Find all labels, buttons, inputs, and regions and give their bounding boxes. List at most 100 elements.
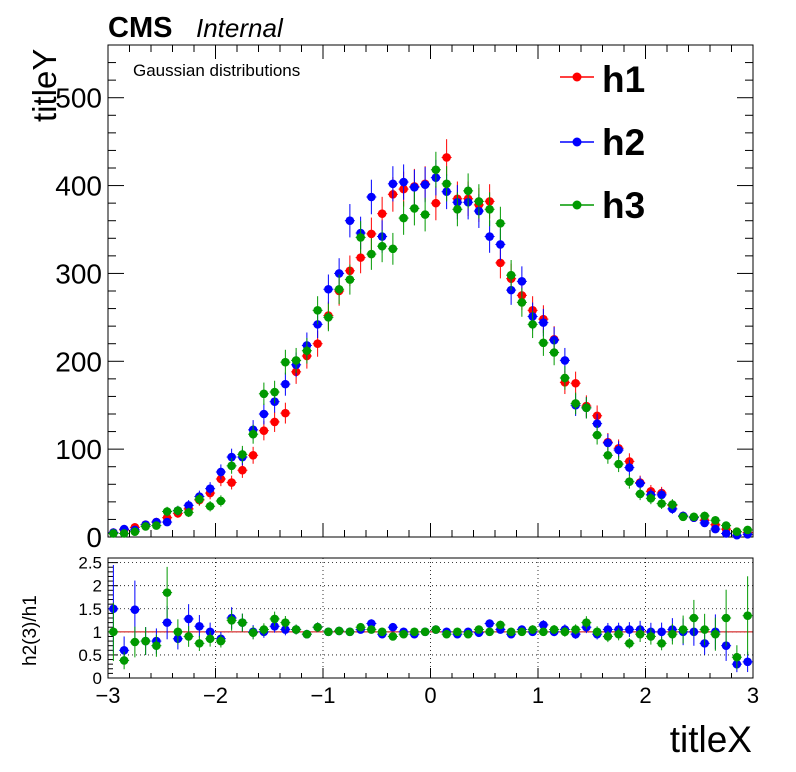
data-point-h3 <box>528 320 537 329</box>
ratio-point-h3 <box>248 628 258 638</box>
ratio-y-tick-label: 1 <box>93 623 102 642</box>
ratio-point-h3 <box>162 588 172 597</box>
ratio-point-h3 <box>732 652 742 662</box>
data-point-h3 <box>141 522 150 531</box>
ratio-point-h3 <box>109 627 118 637</box>
data-point-h3 <box>162 507 172 516</box>
data-point-h3 <box>313 306 322 315</box>
data-point-h3 <box>259 389 269 399</box>
legend-marker-h2 <box>572 137 582 147</box>
ratio-point-h3 <box>324 627 333 637</box>
data-point-h1 <box>281 408 290 418</box>
ratio-point-h2 <box>388 622 398 632</box>
data-point-h2 <box>259 409 269 419</box>
main-y-tick-label: 200 <box>55 346 102 377</box>
main-data-points <box>108 139 753 540</box>
ratio-gridlines <box>108 558 753 678</box>
ratio-point-h3 <box>721 613 731 623</box>
data-point-h1 <box>356 253 365 262</box>
ratio-point-h2 <box>130 605 140 614</box>
ratio-point-h3 <box>227 616 236 625</box>
legend-label-h2: h2 <box>602 122 645 163</box>
data-point-h3 <box>689 512 699 522</box>
data-point-h2 <box>592 419 602 428</box>
data-point-h1 <box>270 417 279 427</box>
ratio-point-h2 <box>539 620 548 630</box>
ratio-point-h3 <box>463 629 473 639</box>
ratio-point-h2 <box>367 619 376 628</box>
ratio-point-h2 <box>743 657 752 667</box>
ratio-point-h3 <box>528 625 537 634</box>
data-point-h3 <box>700 511 709 521</box>
ratio-point-h3 <box>614 629 623 639</box>
ratio-point-h3 <box>549 625 559 634</box>
data-point-h1 <box>367 229 376 239</box>
main-y-tick-label: 500 <box>55 83 102 114</box>
data-point-h3 <box>195 494 204 504</box>
data-point-h3 <box>410 204 419 213</box>
ratio-point-h3 <box>410 627 419 637</box>
legend-label-h3: h3 <box>602 185 645 226</box>
ratio-point-h3 <box>442 629 451 639</box>
data-point-h3 <box>625 477 634 486</box>
data-point-h2 <box>205 484 215 493</box>
data-point-h3 <box>635 489 645 499</box>
data-point-h1 <box>227 478 236 487</box>
ratio-point-h3 <box>700 625 709 634</box>
x-tick-label: 0 <box>424 683 436 708</box>
ratio-point-h3 <box>668 629 677 639</box>
ratio-point-h2 <box>270 622 279 631</box>
ratio-point-h3 <box>582 618 591 627</box>
data-point-h3 <box>539 338 548 348</box>
data-point-h3 <box>431 165 441 175</box>
data-point-h3 <box>152 521 161 530</box>
data-point-h2 <box>281 379 290 389</box>
ratio-point-h3 <box>603 632 613 641</box>
ratio-point-h3 <box>345 627 355 637</box>
ratio-point-h3 <box>259 625 269 634</box>
ratio-point-h3 <box>678 625 688 634</box>
ratio-y-tick-label: 0.5 <box>78 646 102 665</box>
data-point-h2 <box>410 183 419 192</box>
data-point-h3 <box>388 244 398 254</box>
data-point-h3 <box>657 499 666 508</box>
data-point-h3 <box>463 186 473 196</box>
data-point-h2 <box>420 180 430 189</box>
ratio-point-h2 <box>162 618 172 627</box>
data-point-h3 <box>592 430 602 440</box>
ratio-point-h2 <box>195 622 204 631</box>
data-point-h3 <box>571 399 580 408</box>
ratio-point-h3 <box>571 625 580 634</box>
data-point-h1 <box>496 258 505 268</box>
ratio-point-h2 <box>625 625 634 634</box>
ratio-point-h2 <box>485 619 494 628</box>
ratio-point-h3 <box>291 625 301 634</box>
main-y-tick-label: 0 <box>86 522 102 553</box>
main-axis-ticks: 0 100 200 300 400 500 <box>55 44 754 553</box>
data-point-h2 <box>367 192 376 202</box>
data-point-h1 <box>442 153 451 162</box>
ratio-point-h3 <box>205 634 215 644</box>
data-point-h3 <box>442 179 451 189</box>
ratio-point-h3 <box>592 627 602 637</box>
x-tick-label: −1 <box>310 683 335 708</box>
data-point-h2 <box>345 216 355 226</box>
data-point-h3 <box>130 527 140 537</box>
annotation-text: Gaussian distributions <box>133 61 300 80</box>
ratio-point-h3 <box>388 632 398 641</box>
ratio-point-h3 <box>625 639 634 648</box>
data-point-h3 <box>173 506 183 515</box>
ratio-point-h3 <box>173 627 183 637</box>
data-point-h2 <box>334 269 344 278</box>
ratio-point-h2 <box>657 627 666 637</box>
data-point-h3 <box>711 516 720 525</box>
ratio-axis-ticks: 0 0.5 1 1.5 2 2.5 −3 −2 −1 0 1 2 3 <box>78 554 759 708</box>
ratio-point-h3 <box>657 639 666 648</box>
ratio-y-tick-label: 0 <box>93 669 102 688</box>
ratio-point-h3 <box>506 627 516 637</box>
ratio-point-h3 <box>420 627 430 637</box>
ratio-point-h3 <box>646 632 656 641</box>
data-point-h3 <box>119 529 129 538</box>
data-point-h3 <box>184 508 193 517</box>
ratio-point-h3 <box>474 625 484 634</box>
